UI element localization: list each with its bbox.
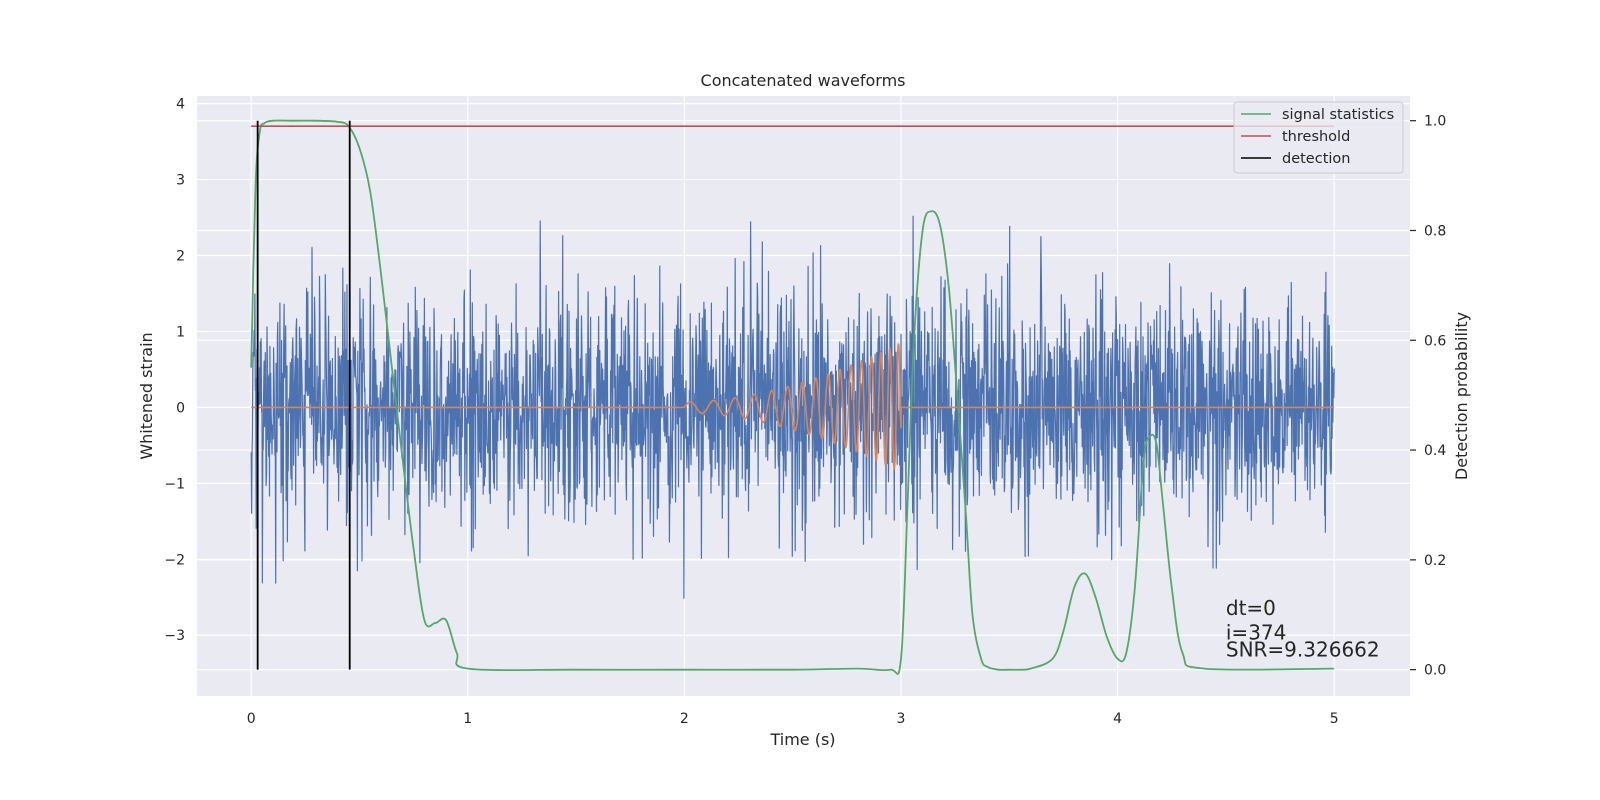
- legend-label-threshold: threshold: [1282, 129, 1350, 145]
- y-axis-label-right: Detection probability: [1452, 312, 1471, 480]
- legend-label-signal-statistics: signal statistics: [1282, 107, 1394, 123]
- annotation-text-1: i=374: [1226, 620, 1287, 644]
- x-axis-label: Time (s): [769, 730, 835, 749]
- strain-series-line: [250, 215, 1335, 599]
- annotation-text-2: SNR=9.326662: [1226, 637, 1380, 661]
- y-right-tick-label-1: 0.2: [1424, 553, 1446, 569]
- data-series: [250, 119, 1335, 675]
- x-tick-label-0: 0: [247, 711, 256, 727]
- chart-title: Concatenated waveforms: [701, 71, 906, 90]
- legend: signal statistics threshold detection: [1233, 101, 1404, 174]
- y-tick-label-3: 0: [176, 400, 185, 416]
- y-tick-label-7: 4: [176, 97, 185, 113]
- injection-series-line: [251, 343, 1335, 470]
- y-axis-label: Whitened strain: [137, 332, 156, 459]
- y-tick-label-1: −2: [164, 552, 185, 568]
- y-right-tick-label-3: 0.6: [1424, 333, 1446, 349]
- x-tick-label-5: 5: [1330, 711, 1339, 727]
- signal-statistics-line: [250, 119, 1335, 675]
- x-tick-label-2: 2: [680, 711, 689, 727]
- legend-box: [1233, 101, 1404, 174]
- x-tick-label-1: 1: [463, 711, 472, 727]
- tick-labels: 0 1 2 3 4 5 −3 −2 −1 0 1 2 3 4 0.0 0.2 0.4 0.6 0.8 1.0: [164, 97, 1446, 727]
- x-tick-label-3: 3: [897, 711, 906, 727]
- legend-label-detection: detection: [1282, 151, 1350, 167]
- y-tick-label-4: 1: [176, 324, 185, 340]
- y-right-tick-label-0: 0.0: [1424, 663, 1446, 679]
- y-tick-label-0: −3: [164, 628, 185, 644]
- y-tick-label-5: 2: [176, 248, 185, 264]
- annotation-text-0: dt=0: [1226, 596, 1276, 620]
- y-tick-label-6: 3: [176, 173, 185, 189]
- y-right-tick-label-4: 0.8: [1424, 223, 1446, 239]
- y-tick-label-2: −1: [164, 476, 185, 492]
- x-tick-label-4: 4: [1113, 711, 1122, 727]
- y-right-tick-label-5: 1.0: [1424, 114, 1446, 130]
- y-right-tick-label-2: 0.4: [1424, 443, 1446, 459]
